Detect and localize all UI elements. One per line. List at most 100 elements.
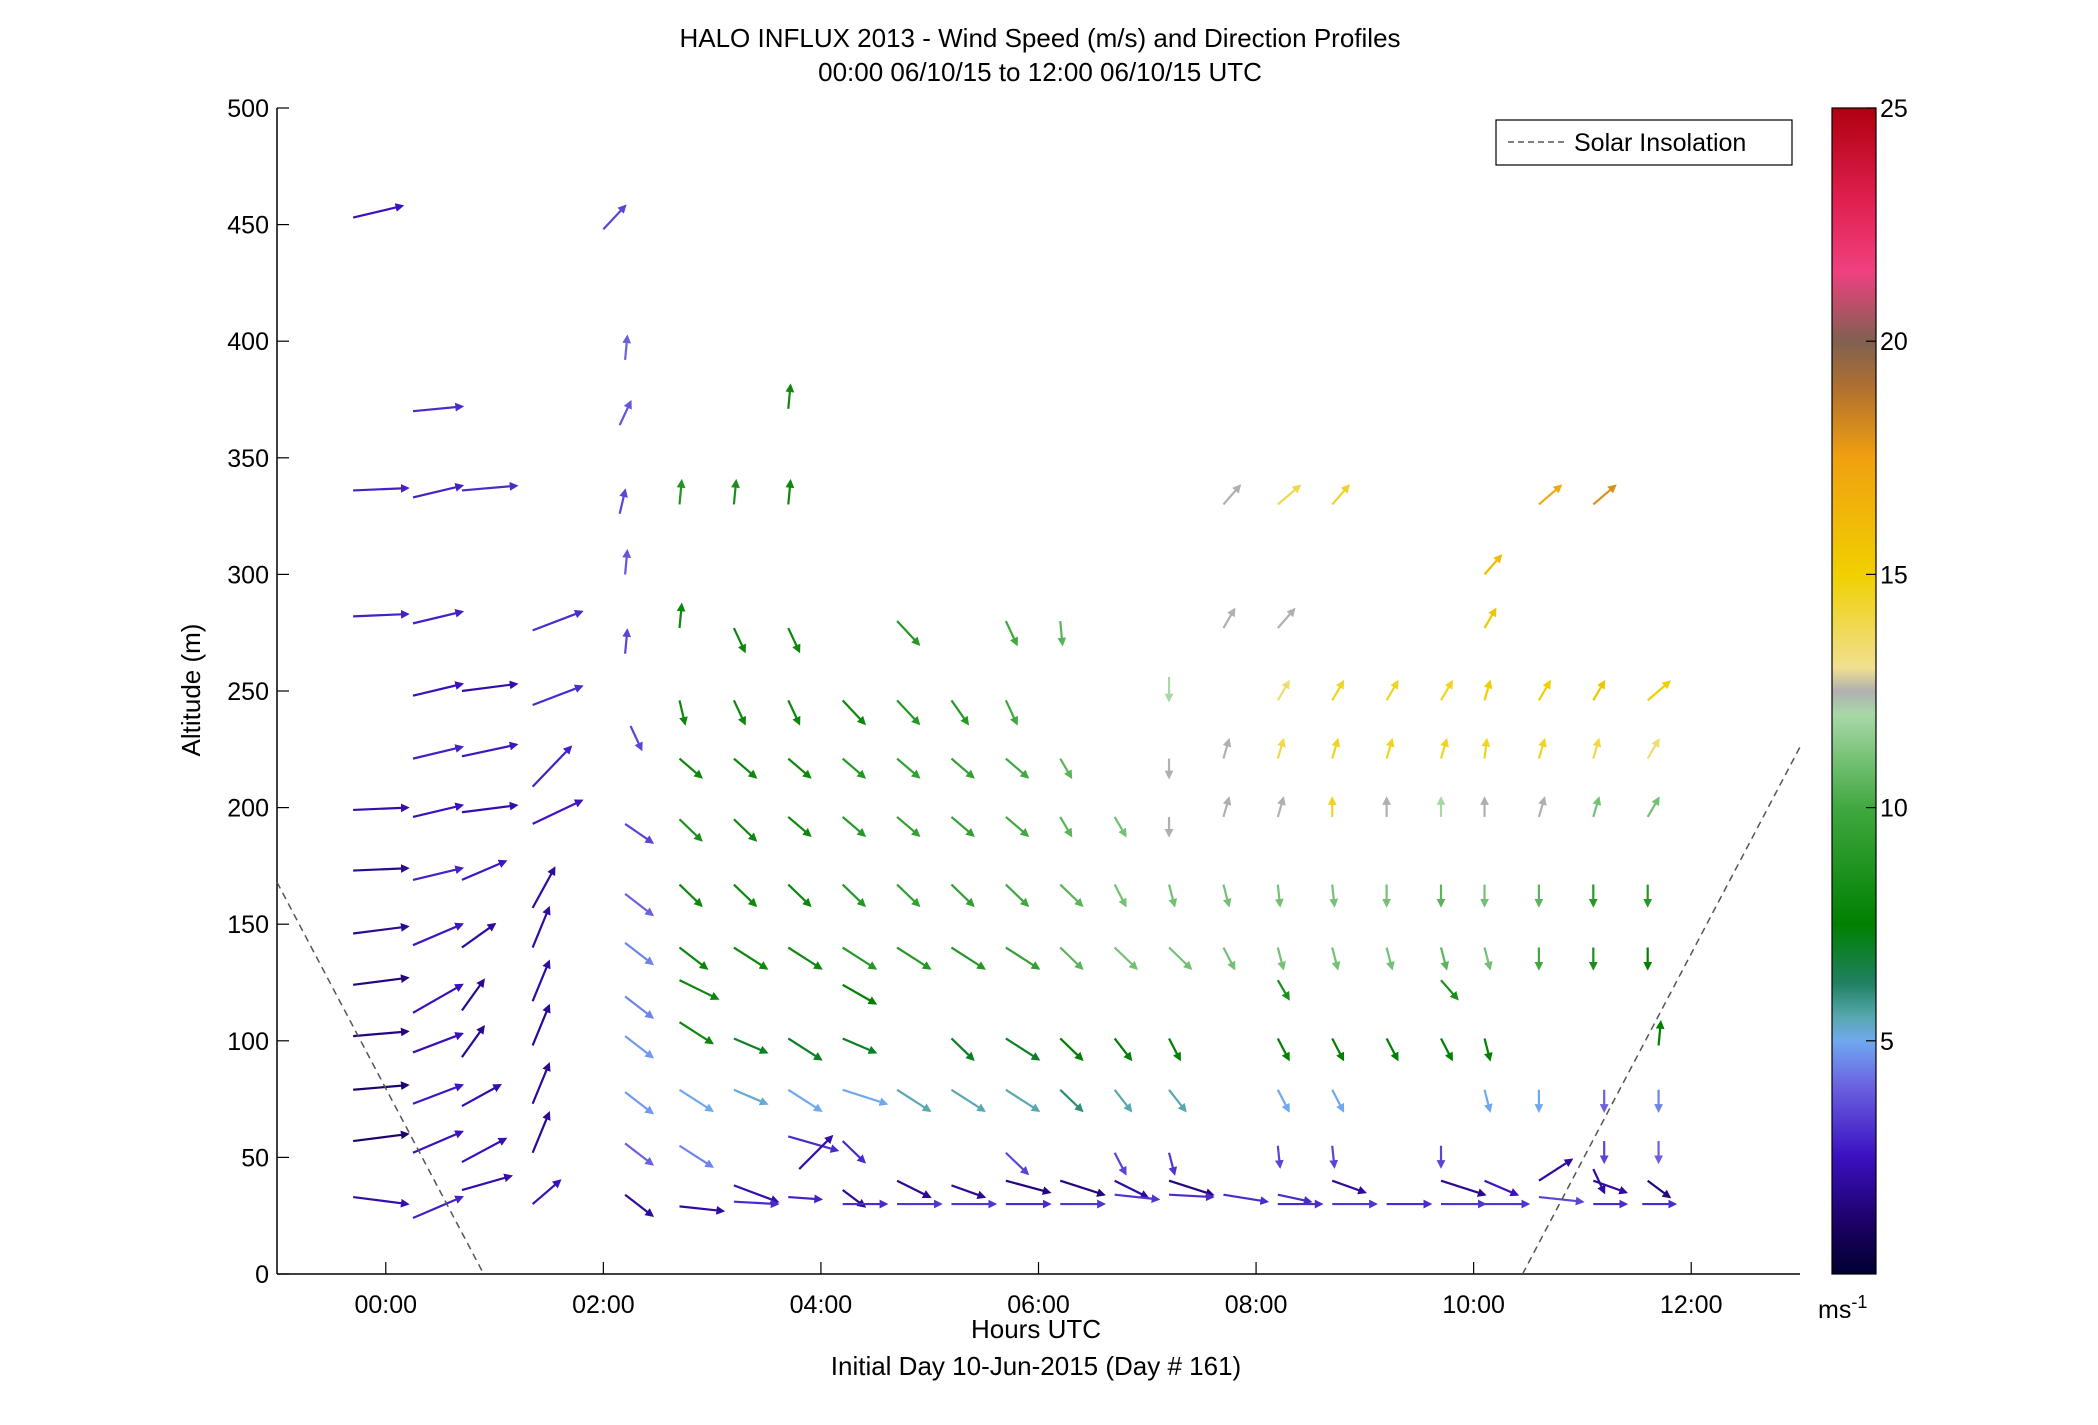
wind-vector xyxy=(678,883,703,908)
wind-vector xyxy=(896,757,921,779)
wind-vector xyxy=(1114,1179,1150,1199)
wind-vector xyxy=(1331,484,1350,506)
wind-vector xyxy=(1329,884,1339,908)
y-tick-label: 150 xyxy=(227,911,269,939)
y-tick-label: 400 xyxy=(227,328,269,356)
wind-vector xyxy=(531,1111,551,1154)
wind-vector xyxy=(624,995,655,1019)
wind-vector xyxy=(1114,1193,1161,1204)
wind-vector xyxy=(841,816,867,838)
wind-vector xyxy=(353,923,410,935)
wind-vector xyxy=(353,803,410,813)
x-tick-label: 12:00 xyxy=(1660,1291,1723,1319)
wind-vector xyxy=(896,883,921,908)
wind-vector xyxy=(787,699,801,726)
wind-vector xyxy=(1592,484,1617,506)
wind-vector xyxy=(679,979,720,1000)
wind-vector xyxy=(531,1062,551,1105)
wind-vector xyxy=(1277,607,1296,629)
wind-vector xyxy=(732,627,746,654)
wind-vector xyxy=(461,481,519,492)
colorbar-tick-label: 25 xyxy=(1880,95,1908,123)
wind-vector xyxy=(841,699,866,726)
wind-vector xyxy=(1113,1089,1133,1113)
wind-vector xyxy=(1483,1089,1493,1113)
wind-vector xyxy=(1059,816,1073,838)
wind-vector xyxy=(950,883,975,908)
wind-vector xyxy=(532,799,584,825)
colorbar-unit-label: ms-1 xyxy=(1818,1292,1867,1324)
wind-vector xyxy=(1005,883,1030,908)
wind-vector xyxy=(461,680,519,693)
y-tick-label: 450 xyxy=(227,212,269,240)
wind-vector xyxy=(1167,884,1178,908)
wind-vector xyxy=(787,1135,840,1153)
wind-vector xyxy=(618,399,632,426)
wind-vector xyxy=(732,699,746,726)
wind-vector xyxy=(622,334,632,360)
y-tick-label: 200 xyxy=(227,795,269,823)
wind-vector xyxy=(1005,1151,1030,1176)
wind-vector xyxy=(1059,946,1084,971)
x-ticks: 00:00 02:00 04:00 06:00 08:00 10:00 12:00 xyxy=(355,1262,1723,1319)
y-tick-label: 500 xyxy=(227,95,269,123)
wind-vector xyxy=(1113,946,1138,971)
y-tick-label: 0 xyxy=(255,1261,269,1289)
wind-vector xyxy=(678,1144,714,1168)
wind-vector xyxy=(531,1179,562,1205)
wind-vector xyxy=(622,628,632,654)
colorbar-tick-label: 20 xyxy=(1880,328,1908,356)
wind-vector xyxy=(733,818,758,842)
wind-vector xyxy=(1004,699,1018,726)
wind-vector xyxy=(1168,1089,1187,1113)
wind-vector xyxy=(1440,679,1453,701)
wind-vector xyxy=(785,478,795,505)
wind-vector xyxy=(353,864,410,873)
wind-vector xyxy=(950,699,970,726)
wind-vector xyxy=(412,1083,464,1105)
wind-vector xyxy=(461,1137,508,1164)
wind-vector xyxy=(1057,620,1067,647)
wind-vector xyxy=(1005,1037,1041,1061)
wind-vector xyxy=(679,1205,726,1215)
wind-vector xyxy=(1483,679,1493,701)
wind-vector xyxy=(1167,1152,1178,1176)
wind-vector xyxy=(1222,884,1232,908)
wind-vector xyxy=(1439,737,1449,759)
wind-vector xyxy=(412,402,465,413)
wind-vector xyxy=(1222,484,1242,506)
wind-vector xyxy=(1113,1037,1133,1062)
solar-insolation-line xyxy=(276,881,485,1275)
wind-vector xyxy=(353,1130,410,1143)
wind-vector xyxy=(1005,816,1030,838)
wind-vector xyxy=(1440,1179,1487,1197)
x-tick-label: 10:00 xyxy=(1442,1291,1505,1319)
wind-vector xyxy=(798,1134,834,1170)
wind-vector xyxy=(412,802,465,818)
legend: Solar Insolation xyxy=(1495,119,1793,166)
solar-insolation-line xyxy=(1521,746,1801,1275)
wind-vector xyxy=(352,203,405,219)
wind-vector xyxy=(412,483,465,499)
wind-vector xyxy=(1276,737,1286,759)
wind-vector xyxy=(733,1088,769,1106)
wind-vector xyxy=(841,883,867,908)
wind-vector xyxy=(531,1003,551,1046)
x-tick-label: 06:00 xyxy=(1007,1291,1070,1319)
wind-vector xyxy=(624,1035,655,1059)
wind-vector xyxy=(412,1130,464,1154)
wind-vector xyxy=(678,1021,714,1045)
wind-vector xyxy=(950,816,975,838)
y-ticks: 0 50 100 150 200 250 300 350 400 450 500 xyxy=(227,95,289,1289)
wind-vector xyxy=(412,744,465,760)
wind-vector xyxy=(602,204,627,231)
wind-vector xyxy=(1222,796,1232,818)
wind-vector xyxy=(461,1084,502,1108)
wind-vector xyxy=(842,1037,878,1054)
y-tick-label: 300 xyxy=(227,561,269,589)
chart-subtitle: 00:00 06/10/15 to 12:00 06/10/15 UTC xyxy=(818,57,1262,87)
wind-vector xyxy=(678,946,709,970)
wind-vector xyxy=(1331,1037,1345,1062)
wind-vector xyxy=(678,700,688,726)
wind-vector xyxy=(1113,1152,1127,1176)
